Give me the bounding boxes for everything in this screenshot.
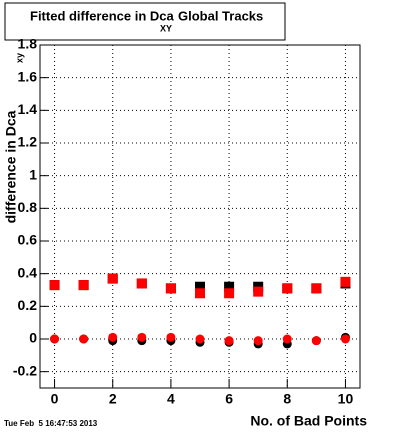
point — [195, 281, 205, 292]
point — [50, 334, 60, 344]
chart-title-subscript: XY — [160, 23, 172, 33]
point — [136, 278, 147, 289]
x-tick-label: 6 — [225, 391, 233, 407]
point — [195, 288, 205, 299]
y-tick-label: 1.8 — [18, 36, 38, 52]
point — [340, 334, 350, 344]
point — [224, 336, 234, 346]
y-tick-label: 1.2 — [18, 134, 38, 150]
y-axis-label-subscript: xy — [14, 53, 24, 63]
x-axis-label: No. of Bad Points — [250, 413, 367, 429]
x-tick-label: 10 — [338, 391, 354, 407]
plot-frame — [39, 44, 361, 389]
point — [195, 334, 205, 344]
timestamp: Tue Feb 5 16:47:53 2013 — [4, 419, 98, 428]
y-tick-label: 0.2 — [18, 297, 38, 313]
point — [166, 332, 176, 342]
y-axis-label: difference in Dca — [3, 110, 19, 223]
chart-title-suffix: Global Tracks — [178, 8, 263, 23]
y-tick-label: 1.6 — [18, 68, 38, 84]
point — [224, 281, 235, 292]
point — [311, 283, 322, 294]
x-tick-label: 2 — [109, 391, 117, 407]
y-tick-label: 0.4 — [18, 264, 38, 280]
point — [311, 336, 321, 346]
point — [78, 280, 89, 291]
point — [253, 286, 264, 297]
point — [282, 283, 293, 294]
y-tick-label: 0 — [29, 330, 37, 346]
point — [137, 332, 147, 342]
point — [253, 336, 263, 346]
point — [340, 276, 351, 287]
point — [108, 332, 118, 342]
y-tick-label: 0.8 — [18, 199, 38, 215]
title-box — [4, 2, 286, 41]
point — [79, 334, 89, 344]
point — [107, 273, 118, 284]
point — [282, 334, 292, 344]
x-tick-label: 4 — [167, 391, 175, 407]
point — [165, 283, 176, 294]
y-tick-label: 0.6 — [18, 232, 38, 248]
point — [224, 288, 235, 299]
y-tick-label: 1.4 — [18, 101, 38, 117]
x-tick-label: 8 — [283, 391, 291, 407]
point — [49, 280, 60, 291]
chart-title: Fitted difference in Dca — [30, 8, 175, 23]
x-tick-label: 0 — [51, 391, 59, 407]
y-tick-label: -0.2 — [13, 362, 37, 378]
y-tick-label: 1 — [29, 166, 37, 182]
